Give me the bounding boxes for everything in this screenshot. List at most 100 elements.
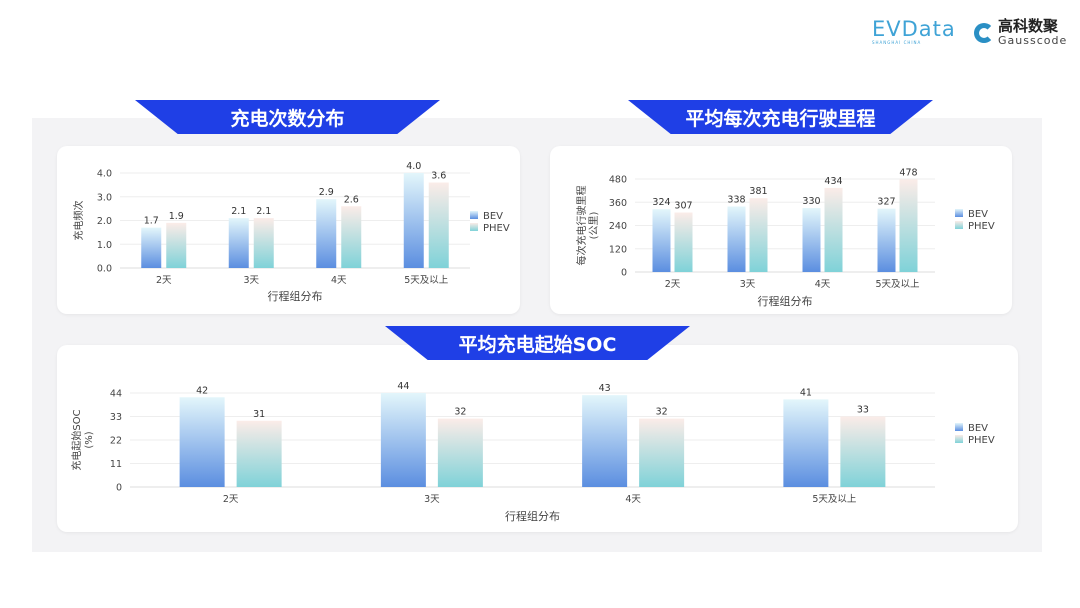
bar-phev: [166, 222, 187, 268]
y-tick-label: 0: [116, 483, 122, 494]
data-label: 32: [656, 407, 668, 418]
data-label: 307: [674, 201, 692, 212]
data-label: 41: [800, 387, 812, 398]
y-tick-label: 4.0: [97, 169, 112, 180]
legend-swatch-bev: [955, 209, 963, 217]
data-label: 1.7: [144, 216, 159, 227]
mileage-panel: [550, 146, 1012, 314]
x-tick-label: 3天: [740, 279, 756, 290]
x-tick-label: 4天: [331, 275, 347, 286]
x-axis-title: 行程组分布: [268, 289, 323, 303]
gausscode-logo: 高科数聚 Gausscode: [974, 18, 1067, 47]
data-label: 33: [857, 405, 869, 416]
bar-phev: [639, 418, 685, 487]
data-label: 31: [253, 409, 265, 420]
banner-soc: 平均充电起始SOC: [385, 326, 690, 360]
banner-mileage: 平均每次充电行驶里程: [628, 100, 933, 134]
x-tick-label: 5天及以上: [404, 275, 449, 286]
y-tick-label: 360: [609, 198, 627, 209]
bar-bev: [316, 199, 337, 268]
data-label: 330: [802, 196, 820, 207]
legend-label-bev: BEV: [483, 211, 503, 222]
legend-swatch-phev: [955, 435, 963, 443]
bar-phev: [674, 212, 693, 272]
x-tick-label: 4天: [625, 494, 641, 505]
bar-phev: [824, 187, 843, 272]
bar-bev: [802, 208, 821, 272]
bar-phev: [253, 218, 274, 268]
y-axis-title: 每次充电行驶里程: [575, 186, 588, 266]
data-label: 434: [824, 176, 842, 187]
y-tick-label: 2.0: [97, 216, 112, 227]
bar-bev: [403, 173, 424, 268]
data-label: 478: [899, 167, 917, 178]
y-tick-label: 22: [110, 436, 122, 447]
bar-bev: [582, 395, 628, 487]
y-tick-label: 240: [609, 221, 627, 232]
legend-label-bev: BEV: [968, 423, 988, 434]
data-label: 1.9: [169, 211, 184, 222]
y-tick-label: 1.0: [97, 240, 112, 251]
data-label: 324: [652, 197, 670, 208]
data-label: 3.6: [431, 171, 446, 182]
bar-phev: [428, 182, 449, 268]
data-label: 327: [877, 197, 895, 208]
y-axis-unit: (公里): [588, 212, 600, 240]
x-tick-label: 3天: [243, 275, 259, 286]
y-tick-label: 3.0: [97, 192, 112, 203]
data-label: 43: [599, 383, 611, 394]
bar-phev: [749, 198, 768, 272]
bar-bev: [727, 206, 746, 272]
bar-bev: [380, 393, 426, 487]
gausscode-logo-icon: [974, 22, 994, 43]
x-axis-title: 行程组分布: [758, 294, 813, 308]
x-tick-label: 3天: [424, 494, 440, 505]
y-axis-unit: (%): [84, 431, 95, 448]
y-tick-label: 33: [110, 412, 122, 423]
x-tick-label: 5天及以上: [812, 494, 857, 505]
legend-label-bev: BEV: [968, 209, 988, 220]
bar-phev: [899, 179, 918, 272]
y-tick-label: 480: [609, 175, 627, 186]
data-label: 32: [454, 407, 466, 418]
bar-bev: [179, 397, 225, 487]
data-label: 42: [196, 385, 208, 396]
y-tick-label: 11: [110, 459, 122, 470]
data-label: 381: [749, 186, 767, 197]
legend-label-phev: PHEV: [483, 223, 510, 234]
bar-phev: [341, 206, 362, 268]
data-label: 2.1: [231, 206, 246, 217]
x-tick-label: 2天: [665, 279, 681, 290]
x-tick-label: 4天: [815, 279, 831, 290]
legend-swatch-bev: [955, 423, 963, 431]
data-label: 2.1: [256, 206, 271, 217]
y-tick-label: 0: [621, 268, 627, 279]
bar-phev: [236, 420, 282, 487]
bar-bev: [652, 209, 671, 272]
y-axis-title: 充电起始SOC: [70, 409, 83, 470]
legend-label-phev: PHEV: [968, 221, 995, 232]
y-axis-title: 充电频次: [72, 201, 85, 241]
data-label: 4.0: [406, 161, 421, 172]
data-label: 44: [397, 381, 409, 392]
x-tick-label: 2天: [223, 494, 239, 505]
y-tick-label: 120: [609, 244, 627, 255]
data-label: 338: [727, 195, 745, 206]
bar-bev: [783, 399, 829, 487]
bar-bev: [877, 208, 896, 272]
x-tick-label: 2天: [156, 275, 172, 286]
banner-charge-count: 充电次数分布: [135, 100, 440, 134]
evdata-logo: EVData SHANGHAI CHINA: [872, 17, 956, 45]
legend-swatch-bev: [470, 211, 478, 219]
y-tick-label: 44: [110, 389, 122, 400]
data-label: 2.9: [319, 187, 334, 198]
data-label: 2.6: [344, 194, 359, 205]
bar-phev: [437, 418, 483, 487]
bar-bev: [141, 227, 162, 268]
legend-swatch-phev: [470, 223, 478, 231]
y-tick-label: 0.0: [97, 264, 112, 275]
x-axis-title: 行程组分布: [505, 509, 560, 523]
x-tick-label: 5天及以上: [875, 279, 920, 290]
bar-bev: [228, 218, 249, 268]
